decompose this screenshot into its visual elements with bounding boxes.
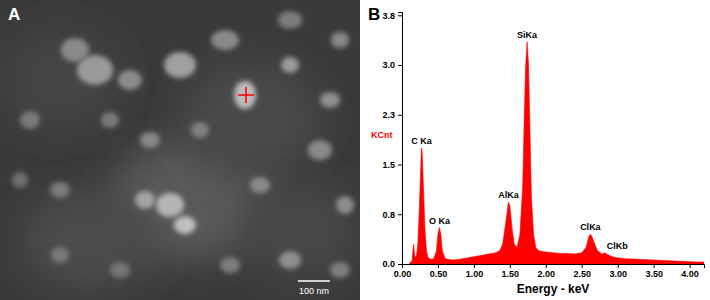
particle [12,172,28,188]
x-tick-mark [582,264,583,268]
particle [234,81,256,109]
x-tick: 0.50 [430,264,448,279]
x-tick-mark [546,264,547,268]
sem-haze [0,30,120,130]
x-tick: 3.00 [609,264,627,279]
sem-image-panel [0,0,360,300]
panel-label: B [368,5,380,24]
peak-label: O Ka [429,216,451,226]
x-tick-label: 3.00 [609,269,627,279]
plot-area [409,42,704,264]
y-axis: 0.0 0.8 1.5 2.3 3.0 3.8 [382,11,402,270]
particle [331,32,349,48]
y-tick: 1.5 [382,160,402,170]
particle [174,216,196,234]
y-tick-label: 3.0 [382,60,395,70]
y-tick-label: 1.5 [382,160,395,170]
particle [220,257,240,273]
particle [51,247,69,263]
y-tick-mark [398,214,402,215]
y-tick-label: 0.0 [382,259,395,269]
scale-bar-label: 100 nm [299,286,329,296]
x-tick: 4.00 [681,264,699,279]
y-tick: 3.0 [382,60,402,70]
particle [308,140,332,160]
sem-haze [20,190,160,290]
particle [250,177,270,193]
particle [279,251,301,269]
x-tick-mark [510,264,511,268]
x-tick-label: 0.00 [394,269,412,279]
particle [330,262,350,278]
x-tick-label: 2.00 [538,269,556,279]
particle [50,182,70,198]
crosshair-v [245,87,247,103]
x-tick-mark [618,264,619,268]
particle [320,92,340,108]
x-tick-label: 1.00 [466,269,484,279]
y-axis-title: KCnt [371,130,393,140]
panel-label: A [8,5,20,24]
particle [61,38,89,62]
x-tick: 2.00 [538,264,556,279]
particle [211,30,239,50]
sem-haze [240,180,360,280]
particle [164,52,196,78]
x-tick-label: 2.50 [573,269,591,279]
particle [101,112,119,128]
x-tick-mark [654,264,655,268]
x-tick-label: 3.50 [645,269,663,279]
peak-label: AlKa [498,190,519,200]
scale-bar [298,280,330,282]
x-tick-mark [438,264,439,268]
sem-background [0,0,360,300]
y-tick: 2.3 [382,110,402,120]
peak-label: SiKa [517,30,538,40]
x-tick-mark [474,264,475,268]
x-axis: 0.00 0.50 1.00 1.50 2.00 2.50 3.00 3.50 4.00 [394,264,705,279]
y-tick-mark [398,65,402,66]
y-tick-mark [398,264,402,265]
x-tick: 3.50 [645,264,663,279]
x-tick: 0.00 [394,264,412,279]
analysis-point [238,87,254,103]
sem-haze [180,60,320,180]
spectrum-area [409,42,704,264]
figure: A 100 nm B 0.00 0.50 1.00 1.50 2.00 2.50 3.00 3.50… [0,0,710,300]
particle [110,262,130,278]
x-tick-mark [690,264,691,268]
y-tick-mark [398,115,402,116]
x-axis-line [403,265,705,269]
peak-label: ClKa [580,222,601,232]
annotations: C Ka O Ka AlKa SiKa ClKa ClKb [411,30,628,251]
x-tick-label: 0.50 [430,269,448,279]
particle [278,11,302,29]
particle [336,196,354,214]
x-tick: 1.50 [502,264,520,279]
x-tick: 2.50 [573,264,591,279]
peak-label: ClKb [607,241,628,251]
particle [135,191,155,209]
y-axis-line [398,13,403,265]
particle [140,132,160,148]
particle [20,111,40,129]
particle [156,193,184,217]
y-tick: 0.0 [382,259,402,269]
x-tick: 1.00 [466,264,484,279]
particle [281,57,299,73]
y-tick-mark [398,15,402,16]
particle [191,122,209,138]
y-tick-label: 2.3 [382,110,395,120]
y-tick: 3.8 [382,11,402,21]
peak-label: C Ka [411,136,432,146]
y-tick: 0.8 [382,210,402,220]
y-tick-mark [398,165,402,166]
y-tick-label: 0.8 [382,210,395,220]
x-tick-label: 4.00 [681,269,699,279]
particle [118,70,142,90]
y-tick-label: 3.8 [382,11,395,21]
x-axis-title: Energy - keV [517,282,590,296]
x-tick-label: 1.50 [502,269,520,279]
